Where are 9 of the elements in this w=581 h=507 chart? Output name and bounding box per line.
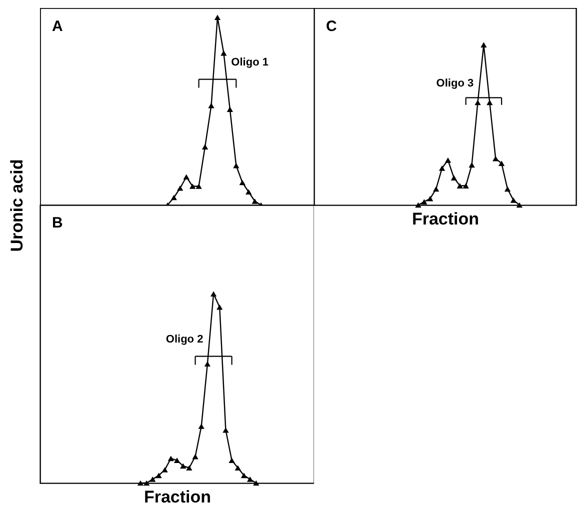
y-axis-title: Uronic acid — [8, 159, 26, 252]
x-axis-title: Fraction — [412, 210, 480, 228]
annotation: Oligo 1 — [231, 56, 268, 68]
annotation: Oligo 2 — [166, 333, 204, 346]
chart-title: A — [52, 18, 63, 35]
chart-title: B — [52, 214, 63, 232]
x-axis-title: Fraction — [144, 488, 212, 506]
chart-title: C — [326, 18, 337, 35]
annotation: Oligo 3 — [436, 77, 474, 90]
